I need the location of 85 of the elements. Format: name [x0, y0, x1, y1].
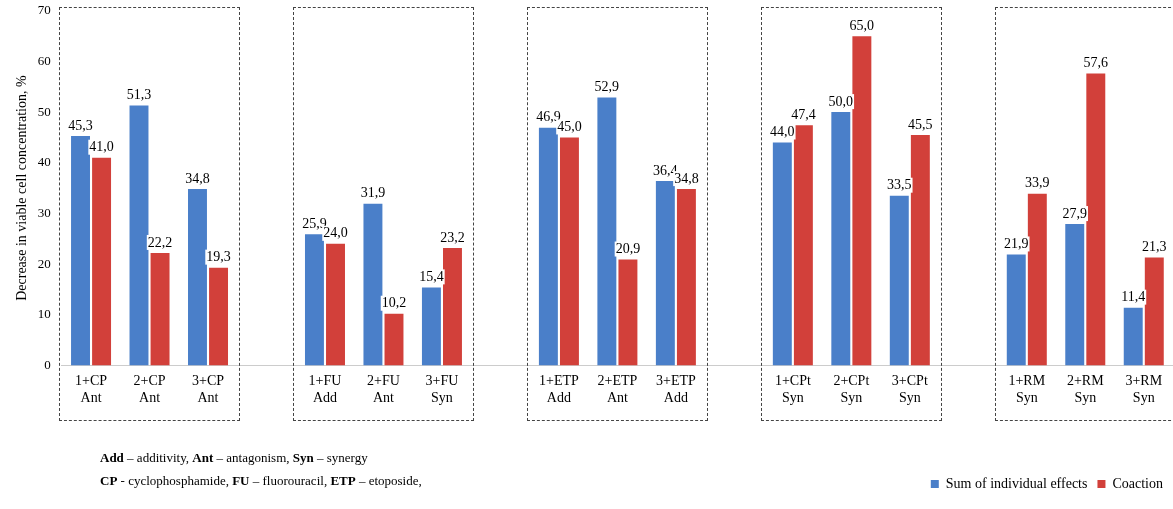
x-tick-label: 3+CP Ant [191, 373, 225, 406]
data-label: 45,0 [557, 119, 582, 135]
bar [831, 112, 851, 366]
bar [363, 203, 383, 366]
data-label: 45,5 [908, 116, 933, 132]
bar [71, 135, 90, 366]
bar [1027, 193, 1047, 366]
bar [188, 189, 207, 366]
x-tick-label: 1+CPt Syn [774, 373, 811, 406]
x-tick-label: 2+FU Ant [367, 373, 400, 406]
bar [889, 195, 909, 366]
bar [793, 125, 813, 366]
data-label: 52,9 [594, 79, 620, 95]
text: Add – additivity, Ant – antagonism, Syn – synergy [100, 449, 369, 467]
bar [655, 181, 675, 366]
x-tick-label: 1+FU Add [308, 373, 342, 406]
data-label: 20,9 [615, 241, 641, 257]
bar [421, 287, 441, 366]
text: CP - cyclophosphamide, FU – fluorouracil, ETP – etoposide, [100, 472, 422, 490]
data-label: 24,0 [323, 225, 348, 241]
y-tick-label: 30 [37, 204, 51, 220]
y-tick-label: 10 [37, 306, 51, 322]
data-label: 22,2 [147, 234, 173, 250]
data-label: 51,3 [126, 87, 152, 103]
x-tick-label: 2+CPt Syn [833, 373, 870, 406]
data-label: 19,3 [206, 249, 231, 265]
bar [852, 36, 872, 366]
data-label: 21,9 [1004, 236, 1029, 252]
data-label: 65,0 [849, 17, 875, 33]
x-tick-label: 2+ETP Ant [597, 373, 638, 406]
bar [1065, 224, 1085, 366]
x-tick-label: 2+CP Ant [133, 373, 166, 406]
bar [443, 247, 462, 366]
data-label: 23,2 [440, 229, 465, 245]
bar [326, 243, 345, 366]
bar [1086, 73, 1106, 366]
bar [1144, 257, 1164, 366]
data-label: 47,4 [791, 106, 816, 122]
x-tick-label: 2+RM Syn [1066, 373, 1105, 406]
bar [304, 234, 324, 366]
y-tick-label: 60 [37, 52, 51, 68]
x-tick-label: 3+FU Syn [425, 373, 459, 406]
data-label: 57,6 [1083, 55, 1109, 71]
data-label: 50,0 [828, 93, 854, 109]
y-axis-title: Decrease in viable cell concentration, % [14, 75, 30, 301]
data-label: 10,2 [381, 295, 407, 311]
y-tick-label: 50 [37, 103, 51, 119]
bar [559, 137, 579, 366]
data-label: 33,5 [887, 177, 912, 193]
bar [92, 157, 112, 366]
data-label: 41,0 [89, 139, 114, 155]
x-tick-label: 3+ETP Add [655, 373, 696, 406]
data-label: 45,3 [68, 117, 93, 133]
bar [910, 134, 930, 366]
bar [676, 189, 696, 366]
legend-label: Coaction [1112, 475, 1163, 491]
data-label: 34,8 [185, 170, 210, 186]
data-label: 44,0 [770, 124, 795, 140]
data-label: 21,3 [1142, 239, 1167, 255]
y-tick-label: 40 [37, 154, 51, 170]
x-tick-label: 3+RM Syn [1125, 373, 1163, 406]
bar [150, 252, 170, 366]
x-tick-label: 1+CP Ant [75, 373, 108, 406]
data-label: 33,9 [1025, 175, 1050, 191]
data-label: 31,9 [360, 185, 386, 201]
x-tick-label: 3+CPt Syn [891, 373, 928, 406]
bar [384, 313, 404, 366]
bar [618, 259, 638, 366]
bar [129, 105, 149, 366]
bar [1123, 307, 1143, 366]
bar [209, 267, 229, 366]
y-tick-label: 0 [44, 356, 51, 372]
bar [772, 142, 792, 366]
x-tick-label: 1+ETP Add [539, 373, 580, 406]
data-label: 15,4 [419, 269, 444, 285]
data-label: 11,4 [1121, 289, 1146, 305]
x-tick-label: 1+RM Syn [1008, 373, 1046, 406]
data-label: 27,9 [1062, 205, 1087, 221]
y-tick-label: 70 [37, 2, 51, 18]
bar [1006, 254, 1026, 366]
data-label: 34,8 [674, 170, 699, 186]
bar [597, 97, 617, 366]
legend-label: Sum of individual effects [945, 475, 1088, 491]
bar [538, 127, 558, 366]
y-tick-label: 20 [37, 255, 51, 271]
